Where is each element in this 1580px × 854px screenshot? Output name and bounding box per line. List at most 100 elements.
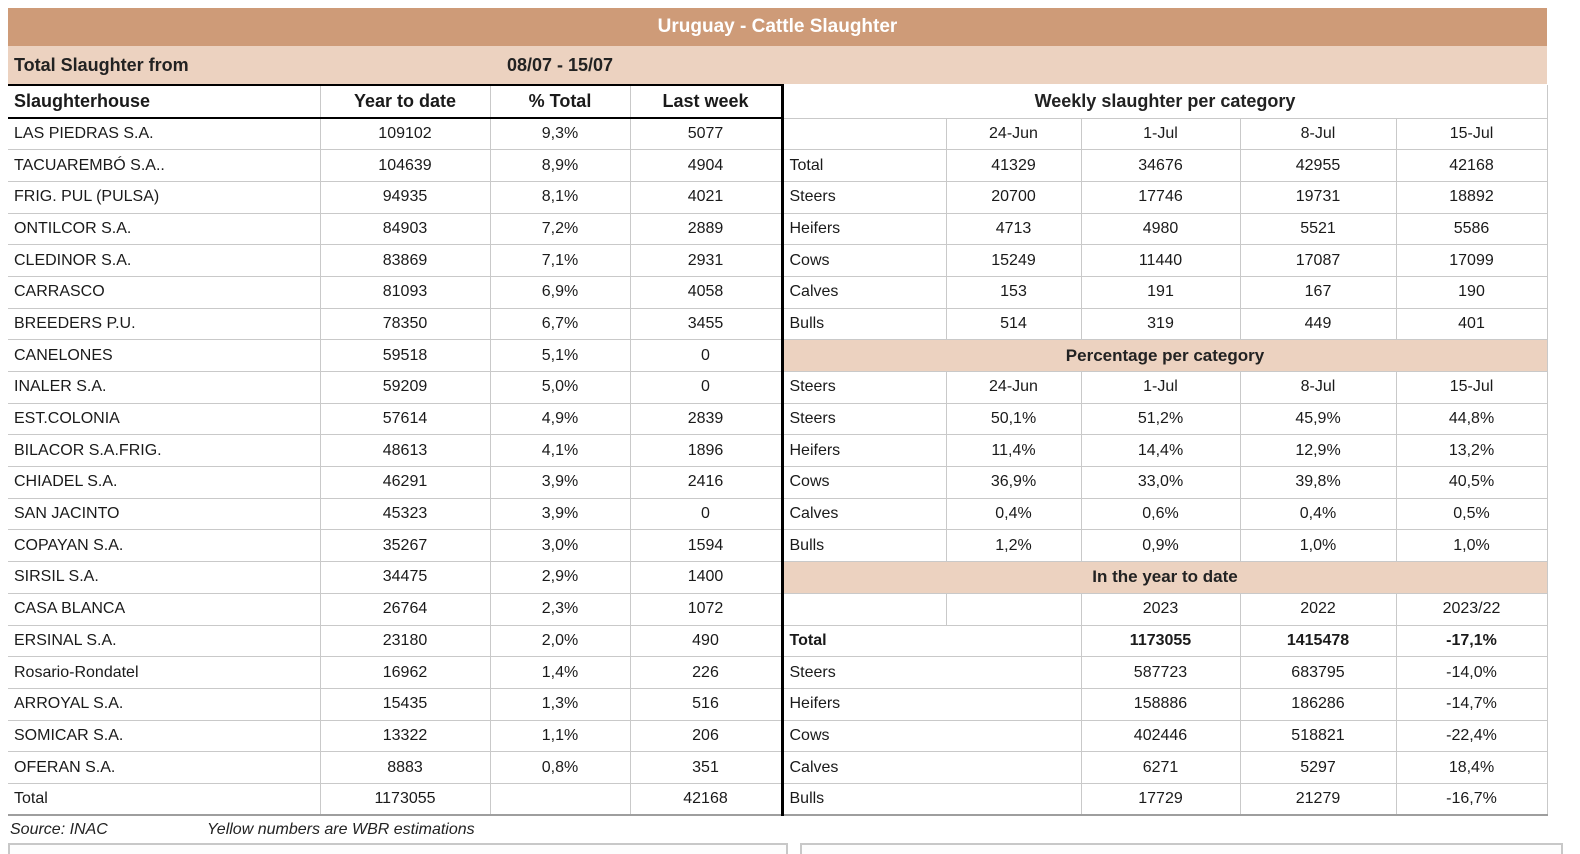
- ytd-spacer-label: [782, 593, 947, 626]
- last-week-value: 0: [630, 339, 784, 372]
- table-row: ONTILCOR S.A. 84903 7,2% 2889 Heifers 4713 498…: [8, 213, 1548, 246]
- table-row: SOMICAR S.A. 13322 1,1% 206 Cows 402446 518821…: [8, 720, 1548, 753]
- slaughterhouse-name: CANELONES: [8, 339, 321, 372]
- estimation-note: Yellow numbers are WBR estimations: [207, 821, 475, 839]
- table-row: OFERAN S.A. 8883 0,8% 351 Calves 6271 5297 18,4…: [8, 751, 1548, 784]
- year-to-date-value: 35267: [320, 529, 491, 563]
- slaughterhouse-name: Rosario-Rondatel: [8, 656, 321, 689]
- slaughterhouse-name: OFERAN S.A.: [8, 751, 321, 784]
- table-row: LAS PIEDRAS S.A. 109102 9,3% 5077 24-Jun 1-Ju…: [8, 118, 1548, 151]
- table-row: Rosario-Rondatel 16962 1,4% 226 Steers 587723…: [8, 656, 1548, 689]
- category-value: 18892: [1396, 181, 1548, 214]
- percentage-date-header: 1-Jul: [1081, 371, 1241, 404]
- category-value: 0,4%: [1240, 498, 1397, 531]
- last-week-value: 1896: [630, 434, 784, 468]
- category-value: 15249: [946, 244, 1082, 277]
- ytd-category-value: 1415478: [1240, 625, 1397, 658]
- pct-total-value: 7,1%: [490, 244, 631, 277]
- last-week-value: 1072: [630, 593, 784, 626]
- pct-total-value: 4,1%: [490, 434, 631, 468]
- year-to-date-value: 26764: [320, 593, 491, 626]
- weekly-date-header: 24-Jun: [946, 118, 1082, 151]
- ytd-category-label: Total: [782, 625, 1082, 658]
- category-value: 401: [1396, 308, 1548, 341]
- category-value: 319: [1081, 308, 1241, 341]
- category-label: Heifers: [782, 213, 947, 246]
- pct-total-value: 0,8%: [490, 751, 631, 784]
- last-week-value: 516: [630, 688, 784, 721]
- year-to-date-value: 23180: [320, 625, 491, 658]
- category-value: 34676: [1081, 149, 1241, 182]
- ytd-category-value: -17,1%: [1396, 625, 1548, 658]
- percentage-date-header: 8-Jul: [1240, 371, 1397, 404]
- category-value: 51,2%: [1081, 403, 1241, 436]
- slaughterhouse-name: INALER S.A.: [8, 371, 321, 404]
- year-to-date-value: 34475: [320, 561, 491, 594]
- category-value: 40,5%: [1396, 466, 1548, 499]
- category-label: Calves: [782, 276, 947, 309]
- category-value: 5521: [1240, 213, 1397, 246]
- percentage-date-header: 24-Jun: [946, 371, 1082, 404]
- category-value: 50,1%: [946, 403, 1082, 436]
- category-label: Bulls: [782, 529, 947, 563]
- category-value: 14,4%: [1081, 434, 1241, 468]
- pct-total-value: 8,9%: [490, 149, 631, 182]
- category-value: 153: [946, 276, 1082, 309]
- pct-total-value: 2,9%: [490, 561, 631, 594]
- ytd-category-value: 5297: [1240, 751, 1397, 784]
- category-label: Bulls: [782, 308, 947, 341]
- category-label: Total: [782, 149, 947, 182]
- subheader-label: Total Slaughter from: [14, 54, 189, 75]
- ytd-category-value: 518821: [1240, 720, 1397, 753]
- year-to-date-value: 78350: [320, 308, 491, 341]
- category-label: Steers: [782, 403, 947, 436]
- table-row: CARRASCO 81093 6,9% 4058 Calves 153 191 167 190: [8, 276, 1548, 309]
- last-week-value: 3455: [630, 308, 784, 341]
- year-to-date-value: 59518: [320, 339, 491, 372]
- category-label: Cows: [782, 244, 947, 277]
- pct-total-value: 5,1%: [490, 339, 631, 372]
- category-value: 42168: [1396, 149, 1548, 182]
- table-row: CLEDINOR S.A. 83869 7,1% 2931 Cows 15249 11440…: [8, 244, 1548, 277]
- table-row: INALER S.A. 59209 5,0% 0 Steers 24-Jun 1-Jul 8-…: [8, 371, 1548, 404]
- ytd-category-value: 1173055: [1081, 625, 1241, 658]
- column-header-year-to-date: Year to date: [320, 84, 491, 119]
- last-week-value: 206: [630, 720, 784, 753]
- category-value: 4980: [1081, 213, 1241, 246]
- ytd-category-value: -16,7%: [1396, 783, 1548, 817]
- category-label: Heifers: [782, 434, 947, 468]
- slaughterhouse-name: CLEDINOR S.A.: [8, 244, 321, 277]
- ytd-year-header: 2023: [1081, 593, 1241, 626]
- slaughterhouse-name: TACUAREMBÓ S.A..: [8, 149, 321, 182]
- last-week-value: 0: [630, 498, 784, 531]
- category-value: 33,0%: [1081, 466, 1241, 499]
- category-label: Steers: [782, 181, 947, 214]
- column-header-pct-total: % Total: [490, 84, 631, 119]
- category-value: 1,2%: [946, 529, 1082, 563]
- slaughterhouse-name: SOMICAR S.A.: [8, 720, 321, 753]
- category-value: 167: [1240, 276, 1397, 309]
- category-value: 20700: [946, 181, 1082, 214]
- category-value: 41329: [946, 149, 1082, 182]
- category-value: 11,4%: [946, 434, 1082, 468]
- slaughterhouse-name: BREEDERS P.U.: [8, 308, 321, 341]
- category-value: 1,0%: [1396, 529, 1548, 563]
- category-value: 0,5%: [1396, 498, 1548, 531]
- year-to-date-value: 109102: [320, 118, 491, 151]
- category-value: 19731: [1240, 181, 1397, 214]
- category-value: 0,9%: [1081, 529, 1241, 563]
- category-value: 17099: [1396, 244, 1548, 277]
- year-to-date-value: 45323: [320, 498, 491, 531]
- ytd-category-label: Cows: [782, 720, 1082, 753]
- year-to-date-value: 1173055: [320, 783, 491, 817]
- percentage-date-header: 15-Jul: [1396, 371, 1548, 404]
- ytd-category-value: 683795: [1240, 656, 1397, 689]
- pct-total-value: 4,9%: [490, 403, 631, 436]
- section-header-percentage: Percentage per category: [782, 339, 1548, 372]
- category-value: 45,9%: [1240, 403, 1397, 436]
- table-row: ERSINAL S.A. 23180 2,0% 490 Total 1173055 1415…: [8, 625, 1548, 658]
- last-week-value: 42168: [630, 783, 784, 817]
- pct-total-value: 1,1%: [490, 720, 631, 753]
- source-note: Source: INAC: [10, 821, 108, 839]
- table-header-row: Slaughterhouse Year to date % Total Last…: [8, 84, 1548, 119]
